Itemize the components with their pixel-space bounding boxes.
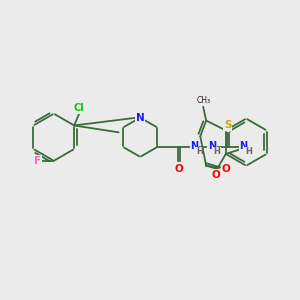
Text: H: H (214, 148, 220, 157)
Text: O: O (221, 164, 230, 174)
Text: H: H (196, 148, 203, 157)
Text: N: N (136, 112, 145, 123)
Text: Cl: Cl (74, 103, 85, 113)
Text: H: H (245, 148, 252, 157)
Text: O: O (212, 169, 220, 179)
Text: N: N (239, 141, 247, 151)
Text: N: N (190, 141, 199, 151)
Text: S: S (224, 121, 232, 130)
Text: N: N (208, 141, 216, 151)
Text: CH₃: CH₃ (196, 96, 210, 105)
Text: O: O (174, 164, 183, 174)
Text: F: F (34, 156, 41, 166)
